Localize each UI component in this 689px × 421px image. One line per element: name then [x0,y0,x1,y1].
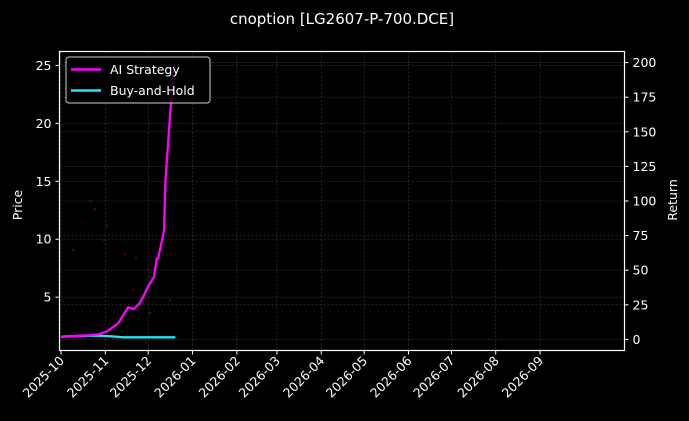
y-right-tick-label: 150 [633,124,657,139]
y-right-tick-label: 200 [633,55,657,70]
x-tick-label: 2026-06 [367,353,415,401]
x-tick-label: 2026-01 [151,353,199,401]
y-axis-left: 5 10 15 20 25 [36,58,60,305]
x-tick-label: 2026-09 [499,353,547,401]
series-line-ai-strategy [60,64,176,338]
x-tick-label: 2026-07 [410,353,458,401]
y-right-tick-label: 0 [633,332,641,347]
x-tick-label: 2025-12 [107,353,155,401]
legend-label-buy-and-hold: Buy-and-Hold [110,83,195,98]
legend: AI Strategy Buy-and-Hold [65,56,211,104]
y-right-tick-label: 100 [633,194,657,209]
trade-markers [71,199,172,344]
y-right-tick-label: 175 [633,90,657,105]
y-axis-right-label: Return [665,179,680,220]
y-left-tick-label: 10 [36,232,52,247]
y-left-tick-label: 5 [44,290,52,305]
y-right-tick-label: 50 [633,263,649,278]
x-tick-label: 2026-05 [323,353,371,401]
x-tick-label: 2026-02 [195,353,243,401]
x-tick-label: 2026-04 [280,353,328,401]
y-right-tick-label: 75 [633,228,649,243]
x-axis: 2025-102025-112025-122026-012026-022026-… [20,350,547,401]
y-right-tick-label: 25 [633,297,649,312]
x-tick-label: 2025-10 [20,353,68,401]
y-left-tick-label: 15 [36,174,52,189]
legend-label-ai-strategy: AI Strategy [110,62,180,77]
y-right-tick-label: 125 [633,159,657,174]
y-axis-left-label: Price [10,189,25,220]
y-left-tick-label: 25 [36,58,52,73]
y-axis-right: 0 25 50 75 100 125 150 175 200 [624,55,657,347]
legend-box [65,56,211,104]
chart-title: cnoption [LG2607-P-700.DCE] [230,10,454,28]
x-tick-label: 2026-03 [236,353,284,401]
series-lines [60,64,176,339]
x-tick-label: 2026-08 [454,353,502,401]
x-tick-label: 2025-11 [64,353,112,401]
y-left-tick-label: 20 [36,116,52,131]
